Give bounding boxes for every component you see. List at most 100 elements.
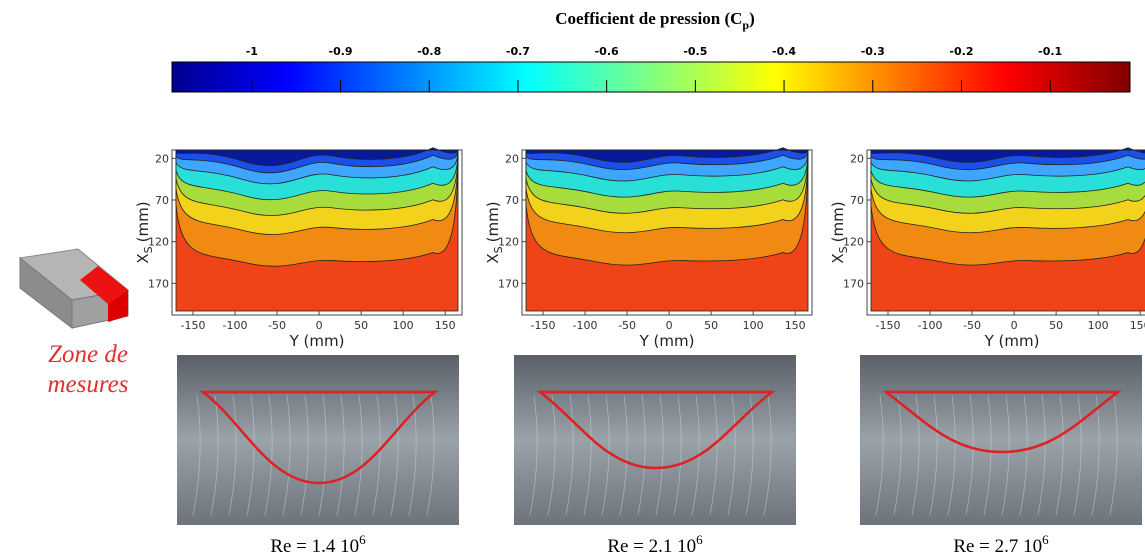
x-axis-label: Y (mm) <box>289 332 345 350</box>
photo-streak <box>673 394 682 516</box>
x-tick-label: -150 <box>531 319 556 332</box>
x-tick-label: -50 <box>618 319 636 332</box>
colorbar-tick-label: -0.6 <box>595 45 619 58</box>
colorbar-tick-label: -0.8 <box>417 45 441 58</box>
x-tick-label: -100 <box>918 319 943 332</box>
colorbar-tick-label: -0.7 <box>506 45 530 58</box>
photo-streak <box>529 394 538 516</box>
y-axis-label: XS (mm) <box>134 201 155 263</box>
x-tick-label: 100 <box>1088 319 1109 332</box>
y-tick-label: 70 <box>850 194 864 207</box>
photo-streak <box>875 394 884 516</box>
photo-streak <box>893 394 902 516</box>
y-label-symbol: X <box>484 253 502 263</box>
x-tick-label: 150 <box>435 319 456 332</box>
y-label-subscript: S <box>492 246 505 253</box>
photo-streak <box>318 394 327 516</box>
photo-streak <box>246 394 255 516</box>
photo-streak <box>565 394 574 516</box>
photo-streak <box>947 394 956 516</box>
photo-streak <box>210 394 219 516</box>
x-tick-label: 50 <box>1049 319 1063 332</box>
photo-streak <box>390 394 399 516</box>
photo-streak <box>426 394 435 516</box>
y-tick-label: 120 <box>148 236 169 249</box>
x-tick-label: 100 <box>393 319 414 332</box>
y-label-symbol: X <box>829 253 847 263</box>
inset-box <box>18 248 130 330</box>
photo-streak <box>282 394 291 516</box>
photo-streak <box>354 394 363 516</box>
caption-text: Re = 2.7 10 <box>953 536 1042 557</box>
separation-line <box>882 390 1122 454</box>
caption-exponent: 6 <box>696 532 703 547</box>
x-axis-label: Y (mm) <box>639 332 695 350</box>
y-label-unit: (mm) <box>484 201 502 242</box>
separation-line <box>536 390 776 470</box>
x-axis-label: Y (mm) <box>984 332 1040 350</box>
colorbar-tick-label: -0.9 <box>329 45 353 58</box>
contour-band <box>175 147 459 167</box>
title-subscript: p <box>742 18 749 32</box>
photo <box>177 355 459 525</box>
x-tick-label: -100 <box>573 319 598 332</box>
photo-streak <box>547 394 556 516</box>
title-end: ) <box>749 9 755 28</box>
y-tick-label: 170 <box>498 277 519 290</box>
photo-streak <box>983 394 992 516</box>
colorbar-tick-label: -0.5 <box>683 45 707 58</box>
caption-exponent: 6 <box>359 532 366 547</box>
y-tick-label: 120 <box>498 236 519 249</box>
caption-text: Re = 2.1 10 <box>607 536 696 557</box>
photo-streak <box>408 394 417 516</box>
photo-streak <box>583 394 592 516</box>
photo-streak <box>1019 394 1028 516</box>
y-tick-label: 120 <box>843 236 864 249</box>
caption-exponent: 6 <box>1042 532 1049 547</box>
photo <box>860 355 1142 525</box>
caption: Re = 1.4 106 <box>270 532 366 557</box>
colorbar-tick-label: -1 <box>246 45 258 58</box>
y-tick-label: 20 <box>155 152 169 165</box>
x-tick-label: 100 <box>743 319 764 332</box>
photo-streak <box>1001 394 1010 516</box>
colorbar <box>171 61 1131 93</box>
colorbar-tick-label: -0.1 <box>1038 45 1062 58</box>
colorbar-tick-label: -0.2 <box>949 45 973 58</box>
x-tick-label: -50 <box>963 319 981 332</box>
inset-label-2: mesures <box>47 371 128 398</box>
photo-streak <box>637 394 646 516</box>
photo-streak <box>619 394 628 516</box>
colorbar-tick-label: -0.3 <box>861 45 885 58</box>
photo-streak <box>336 394 345 516</box>
photo-streak <box>1109 394 1118 516</box>
photo <box>514 355 796 525</box>
photo-streak <box>372 394 381 516</box>
x-tick-label: -100 <box>223 319 248 332</box>
photo-streak <box>727 394 736 516</box>
x-tick-label: -50 <box>268 319 286 332</box>
photo-streak <box>300 394 309 516</box>
photo-streak <box>1055 394 1064 516</box>
photo-streak <box>601 394 610 516</box>
colorbar-tick-label: -0.4 <box>772 45 796 58</box>
title-text: Coefficient de pression (C <box>555 9 742 28</box>
photo-streak <box>228 394 237 516</box>
photo-streak <box>709 394 718 516</box>
contour-band <box>525 147 809 163</box>
y-tick-label: 170 <box>843 277 864 290</box>
inset-label-1: Zone de <box>48 341 128 368</box>
photo-streak <box>1037 394 1046 516</box>
contour-band <box>870 147 1145 163</box>
colorbar-title: Coefficient de pression (Cp) <box>555 9 755 32</box>
separation-line <box>199 390 439 485</box>
y-tick-label: 20 <box>505 152 519 165</box>
x-tick-label: 150 <box>1130 319 1145 332</box>
caption-text: Re = 1.4 10 <box>270 536 359 557</box>
y-label-unit: (mm) <box>829 201 847 242</box>
x-tick-label: 0 <box>1011 319 1018 332</box>
photo-streak <box>264 394 273 516</box>
y-tick-label: 170 <box>148 277 169 290</box>
x-tick-label: 50 <box>354 319 368 332</box>
